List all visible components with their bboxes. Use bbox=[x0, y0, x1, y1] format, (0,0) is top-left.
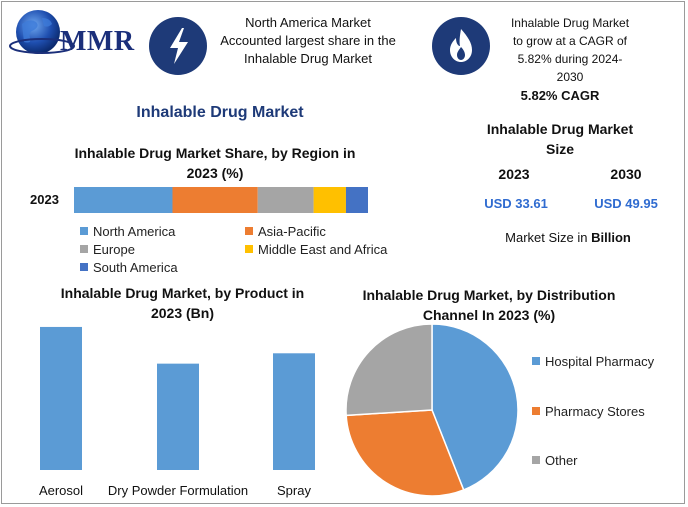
legend-label: Hospital Pharmacy bbox=[545, 354, 655, 369]
legend-label: Middle East and Africa bbox=[258, 242, 388, 257]
value-end: USD 49.95 bbox=[594, 196, 658, 211]
cagr-label: 5.82% CAGR bbox=[520, 88, 600, 103]
page-title: Inhalable Drug Market bbox=[136, 104, 304, 121]
legend-label: North America bbox=[93, 224, 176, 239]
flame-icon bbox=[450, 29, 472, 62]
region-legend-item-asia-pacific: Asia-Pacific bbox=[245, 224, 326, 239]
legend-swatch bbox=[532, 357, 540, 365]
legend-swatch bbox=[80, 263, 88, 271]
legend-label: Asia-Pacific bbox=[258, 224, 326, 239]
product-bar-chart bbox=[40, 326, 315, 470]
legend-swatch bbox=[80, 227, 88, 235]
logo-text: MMR bbox=[60, 26, 135, 57]
region-legend-item-north-america: North America bbox=[80, 224, 175, 239]
region-legend-item-middle-east-and-africa: Middle East and Africa bbox=[245, 242, 387, 257]
legend-swatch bbox=[80, 245, 88, 253]
pie-slice-pharmacy-stores bbox=[345, 409, 465, 497]
product-bar-dry-powder-formulation bbox=[157, 363, 199, 470]
region-legend-item-south-america: South America bbox=[80, 260, 178, 275]
region-bar-segment-north-america bbox=[74, 187, 173, 213]
product-x-label-dry-powder-formulation: Dry Powder Formulation bbox=[107, 483, 249, 498]
region-bar-segment-asia-pacific bbox=[172, 187, 258, 213]
unit-bold: Billion bbox=[591, 230, 631, 245]
legend-swatch bbox=[532, 456, 540, 464]
legend-label: South America bbox=[93, 260, 178, 275]
channel-legend-item-other: Other bbox=[532, 453, 578, 468]
value-start: USD 33.61 bbox=[484, 196, 548, 211]
banner-icon-circle bbox=[432, 17, 490, 75]
legend-swatch bbox=[532, 407, 540, 415]
region-stacked-bar-chart bbox=[74, 187, 368, 213]
region-legend-item-europe: Europe bbox=[80, 242, 135, 257]
region-bar-segment-europe bbox=[257, 187, 314, 213]
legend-label: Other bbox=[545, 453, 578, 468]
pie-slice-hospital-pharmacy bbox=[431, 323, 519, 491]
legend-label: Pharmacy Stores bbox=[545, 404, 645, 419]
pie-slice-other bbox=[345, 323, 433, 417]
lightning-bolt-icon bbox=[170, 28, 188, 64]
channel-legend-item-hospital-pharmacy: Hospital Pharmacy bbox=[532, 354, 654, 369]
region-bar-year-label: 2023 bbox=[30, 192, 59, 207]
region-bar-segment-south-america bbox=[345, 187, 368, 213]
market-size-title: Inhalable Drug Market Size bbox=[486, 121, 634, 157]
region-bar-segment-middle-east-and-africa bbox=[313, 187, 346, 213]
legend-label: Europe bbox=[93, 242, 135, 257]
channel-pie-chart bbox=[345, 323, 519, 497]
product-x-label-aerosol: Aerosol bbox=[38, 483, 84, 498]
legend-swatch bbox=[245, 245, 253, 253]
banner-text-cagr: Inhalable Drug Market to grow at a CAGR … bbox=[510, 16, 630, 84]
unit-prefix: Market Size in bbox=[505, 230, 592, 245]
product-chart-title: Inhalable Drug Market, by Product in 202… bbox=[60, 285, 305, 321]
product-bar-spray bbox=[273, 353, 315, 470]
channel-legend-item-pharmacy-stores: Pharmacy Stores bbox=[532, 404, 645, 419]
year-start: 2023 bbox=[498, 166, 530, 182]
market-size-unit: Market Size in Billion bbox=[478, 230, 658, 245]
globe-icon bbox=[9, 10, 75, 54]
region-chart-title: Inhalable Drug Market Share, by Region i… bbox=[74, 145, 356, 181]
channel-chart-title: Inhalable Drug Market, by Distribution C… bbox=[362, 287, 616, 323]
product-x-label-spray: Spray bbox=[277, 483, 311, 498]
product-bar-aerosol bbox=[40, 326, 82, 470]
banner-text-north-america: North America Market Accounted largest s… bbox=[220, 15, 396, 66]
legend-swatch bbox=[245, 227, 253, 235]
year-end: 2030 bbox=[610, 166, 642, 182]
banner-icon-circle bbox=[149, 17, 207, 75]
